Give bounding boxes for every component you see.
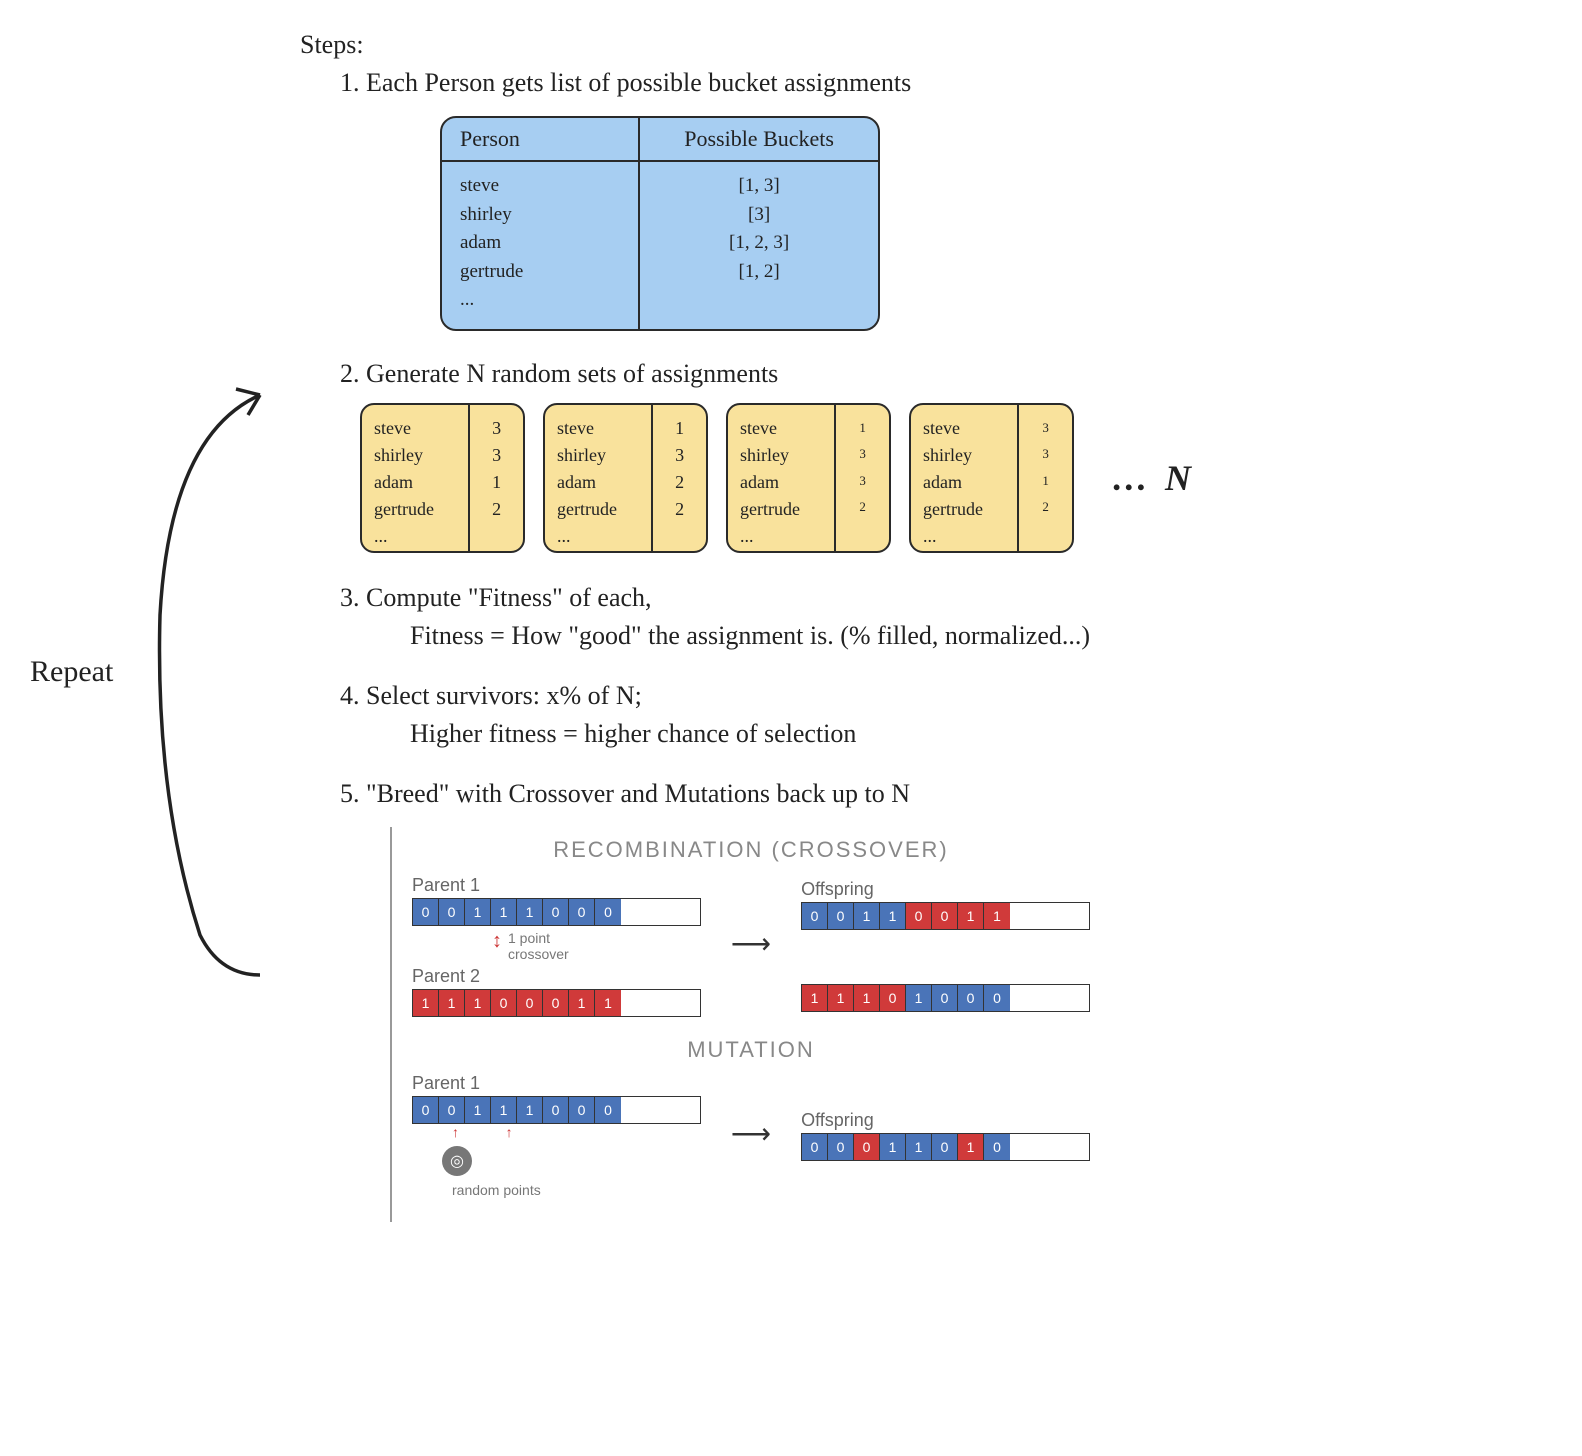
repeat-loop: Repeat xyxy=(30,375,310,1015)
gene-cell: 0 xyxy=(569,1097,595,1123)
possible-buckets-table: Person Possible Buckets steve shirley ad… xyxy=(440,116,880,331)
gene-cell: 0 xyxy=(569,899,595,925)
gene-cell: 1 xyxy=(802,985,828,1011)
assignment-card: steve shirley adam gertrude ...3 3 1 2 xyxy=(909,403,1074,553)
gene-cell: 1 xyxy=(906,985,932,1011)
repeat-arrow-icon xyxy=(30,375,310,1015)
gene-cell: 0 xyxy=(543,1097,569,1123)
assignment-card: steve shirley adam gertrude ...1 3 3 2 xyxy=(726,403,891,553)
parent2-label: Parent 2 xyxy=(412,966,701,987)
lens-icon: ◎ xyxy=(442,1146,472,1176)
card-persons: steve shirley adam gertrude ... xyxy=(911,405,1017,551)
gene-cell: 1 xyxy=(880,1134,906,1160)
mut-offspring-label: Offspring xyxy=(801,1110,1090,1131)
card-persons: steve shirley adam gertrude ... xyxy=(362,405,468,551)
gene-cell: 1 xyxy=(958,903,984,929)
gene-cell: 1 xyxy=(491,899,517,925)
gene-cell: 1 xyxy=(517,899,543,925)
gene-cell: 1 xyxy=(465,990,491,1016)
step-3: 3. Compute "Fitness" of each, xyxy=(340,583,1542,613)
card-persons: steve shirley adam gertrude ... xyxy=(545,405,651,551)
card-values: 3 3 1 2 xyxy=(468,405,523,551)
gene-cell: 0 xyxy=(439,899,465,925)
gene-cell: 1 xyxy=(439,990,465,1016)
gene-cell: 0 xyxy=(828,903,854,929)
gene-cell: 0 xyxy=(880,985,906,1011)
gene-cell: 1 xyxy=(465,899,491,925)
gene-cell: 1 xyxy=(569,990,595,1016)
parent2-gene: 11100011 xyxy=(412,989,701,1017)
step-3-sub: Fitness = How "good" the assignment is. … xyxy=(410,621,1542,651)
mutation-title: MUTATION xyxy=(412,1037,1090,1063)
steps-heading: Steps: xyxy=(300,30,1542,60)
offspring1-gene: 00110011 xyxy=(801,902,1090,930)
gene-cell: 0 xyxy=(543,899,569,925)
gene-cell: 0 xyxy=(413,1097,439,1123)
offspring2-gene: 11101000 xyxy=(801,984,1090,1012)
table-header-person: Person xyxy=(442,118,638,160)
repeat-label: Repeat xyxy=(30,655,113,689)
gene-cell: 1 xyxy=(854,903,880,929)
card-values: 1 3 2 2 xyxy=(651,405,706,551)
assignment-card: steve shirley adam gertrude ...1 3 2 2 xyxy=(543,403,708,553)
gene-cell: 0 xyxy=(984,985,1010,1011)
mut-parent-label: Parent 1 xyxy=(412,1073,701,1094)
gene-cell: 0 xyxy=(932,903,958,929)
gene-cell: 0 xyxy=(413,899,439,925)
parent1-label: Parent 1 xyxy=(412,875,701,896)
gene-cell: 0 xyxy=(595,1097,621,1123)
gene-cell: 1 xyxy=(906,1134,932,1160)
table-col-persons: steve shirley adam gertrude ... xyxy=(442,162,638,329)
mut-parent-gene: 00111000 xyxy=(412,1096,701,1124)
gene-cell: 0 xyxy=(802,1134,828,1160)
gene-cell: 0 xyxy=(517,990,543,1016)
step-4-sub: Higher fitness = higher chance of select… xyxy=(410,719,1542,749)
gene-cell: 1 xyxy=(595,990,621,1016)
card-values: 1 3 3 2 xyxy=(834,405,889,551)
gene-cell: 0 xyxy=(439,1097,465,1123)
gene-cell: 1 xyxy=(880,903,906,929)
table-col-buckets: [1, 3] [3] [1, 2, 3] [1, 2] xyxy=(638,162,878,329)
gene-cell: 0 xyxy=(932,1134,958,1160)
gene-cell: 0 xyxy=(854,1134,880,1160)
gene-cell: 1 xyxy=(491,1097,517,1123)
random-points-arrows-icon: ↑ ↑ xyxy=(452,1124,701,1140)
card-persons: steve shirley adam gertrude ... xyxy=(728,405,834,551)
gene-cell: 1 xyxy=(465,1097,491,1123)
assignment-card: steve shirley adam gertrude ...3 3 1 2 xyxy=(360,403,525,553)
arrow-icon: ⟶ xyxy=(731,927,771,960)
gene-cell: 0 xyxy=(491,990,517,1016)
gene-cell: 0 xyxy=(984,1134,1010,1160)
step-1: 1. Each Person gets list of possible buc… xyxy=(340,68,1542,98)
gene-cell: 1 xyxy=(854,985,880,1011)
gene-cell: 1 xyxy=(958,1134,984,1160)
gene-cell: 1 xyxy=(984,903,1010,929)
arrow-icon: ⟶ xyxy=(731,1117,771,1150)
gene-cell: 0 xyxy=(958,985,984,1011)
gene-cell: 1 xyxy=(413,990,439,1016)
offspring1-label: Offspring xyxy=(801,879,1090,900)
step-5: 5. "Breed" with Crossover and Mutations … xyxy=(340,779,1542,809)
parent1-gene: 00111000 xyxy=(412,898,701,926)
gene-cell: 0 xyxy=(802,903,828,929)
gene-cell: 0 xyxy=(906,903,932,929)
gene-cell: 0 xyxy=(828,1134,854,1160)
crossover-note: 1 point crossover xyxy=(508,930,569,962)
gene-cell: 0 xyxy=(932,985,958,1011)
gene-cell: 0 xyxy=(595,899,621,925)
gene-cell: 1 xyxy=(517,1097,543,1123)
gene-cell: 0 xyxy=(543,990,569,1016)
card-values: 3 3 1 2 xyxy=(1017,405,1072,551)
random-points-label: random points xyxy=(452,1182,701,1198)
crossover-title: RECOMBINATION (CROSSOVER) xyxy=(412,837,1090,863)
table-header-buckets: Possible Buckets xyxy=(638,118,878,160)
cards-ellipsis-n: … N xyxy=(1112,457,1195,499)
mut-offspring-gene: 00011010 xyxy=(801,1133,1090,1161)
step-2: 2. Generate N random sets of assignments xyxy=(340,359,1542,389)
step-4: 4. Select survivors: x% of N; xyxy=(340,681,1542,711)
gene-cell: 1 xyxy=(828,985,854,1011)
crossover-marker-icon: ↕ xyxy=(492,930,502,953)
crossover-diagram: RECOMBINATION (CROSSOVER) Parent 1 00111… xyxy=(390,827,1110,1222)
assignment-cards-row: steve shirley adam gertrude ...3 3 1 2st… xyxy=(360,403,1542,553)
